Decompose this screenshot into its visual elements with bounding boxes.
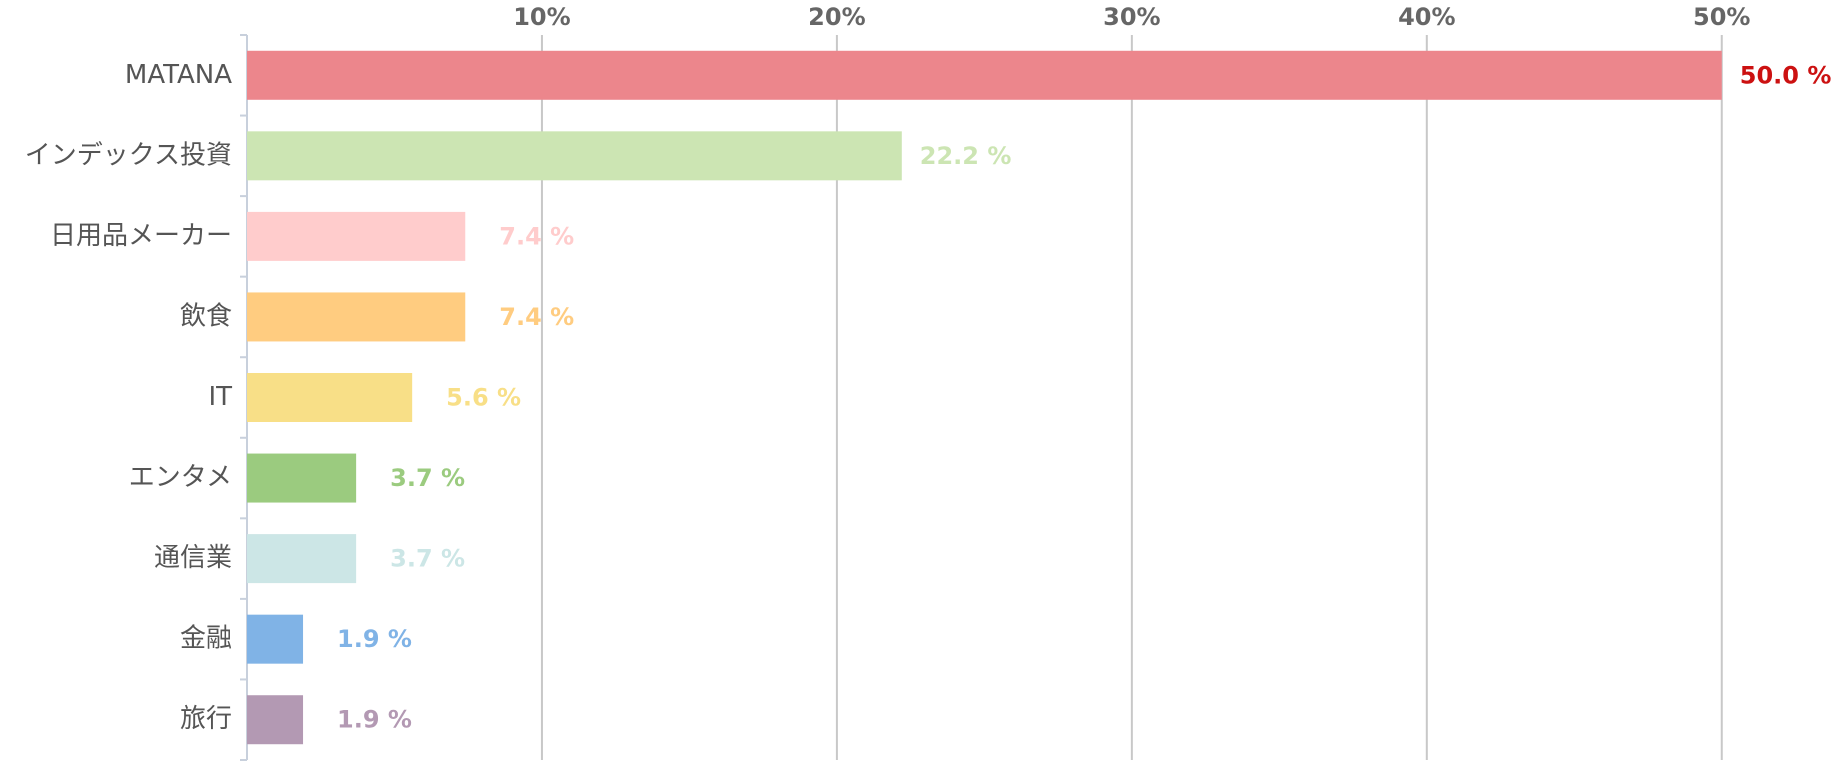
value-label: 7.4 % bbox=[499, 303, 574, 331]
y-tick-label: インデックス投資 bbox=[25, 140, 232, 170]
value-label: 5.6 % bbox=[446, 384, 521, 412]
y-tick-label: 飲食 bbox=[180, 301, 232, 331]
y-tick-label: 日用品メーカー bbox=[50, 221, 232, 251]
bar bbox=[247, 131, 902, 181]
x-tick-label: 30% bbox=[1103, 3, 1160, 31]
x-tick-label: 50% bbox=[1693, 3, 1750, 31]
x-tick-label: 10% bbox=[513, 3, 570, 31]
y-tick-label: 通信業 bbox=[154, 543, 232, 573]
value-label: 1.9 % bbox=[337, 625, 412, 653]
value-label: 7.4 % bbox=[499, 222, 574, 250]
y-tick-label: IT bbox=[208, 382, 232, 412]
value-label: 50.0 % bbox=[1740, 61, 1832, 89]
bar bbox=[247, 373, 413, 422]
y-tick-label: 旅行 bbox=[180, 704, 232, 734]
bar bbox=[247, 292, 466, 342]
y-tick-label: 金融 bbox=[180, 624, 232, 654]
y-tick-label: MATANA bbox=[125, 60, 232, 90]
value-label: 3.7 % bbox=[390, 545, 465, 573]
bar bbox=[247, 50, 1722, 100]
bar bbox=[247, 614, 304, 664]
value-label: 3.7 % bbox=[390, 464, 465, 492]
x-tick-label: 40% bbox=[1398, 3, 1455, 31]
x-tick-label: 20% bbox=[808, 3, 865, 31]
y-tick-label: エンタメ bbox=[129, 463, 232, 493]
value-label: 1.9 % bbox=[337, 706, 412, 734]
value-label: 22.2 % bbox=[920, 142, 1012, 170]
bar bbox=[247, 695, 304, 745]
bar bbox=[247, 211, 466, 261]
bar bbox=[247, 453, 357, 503]
bar bbox=[247, 534, 357, 584]
